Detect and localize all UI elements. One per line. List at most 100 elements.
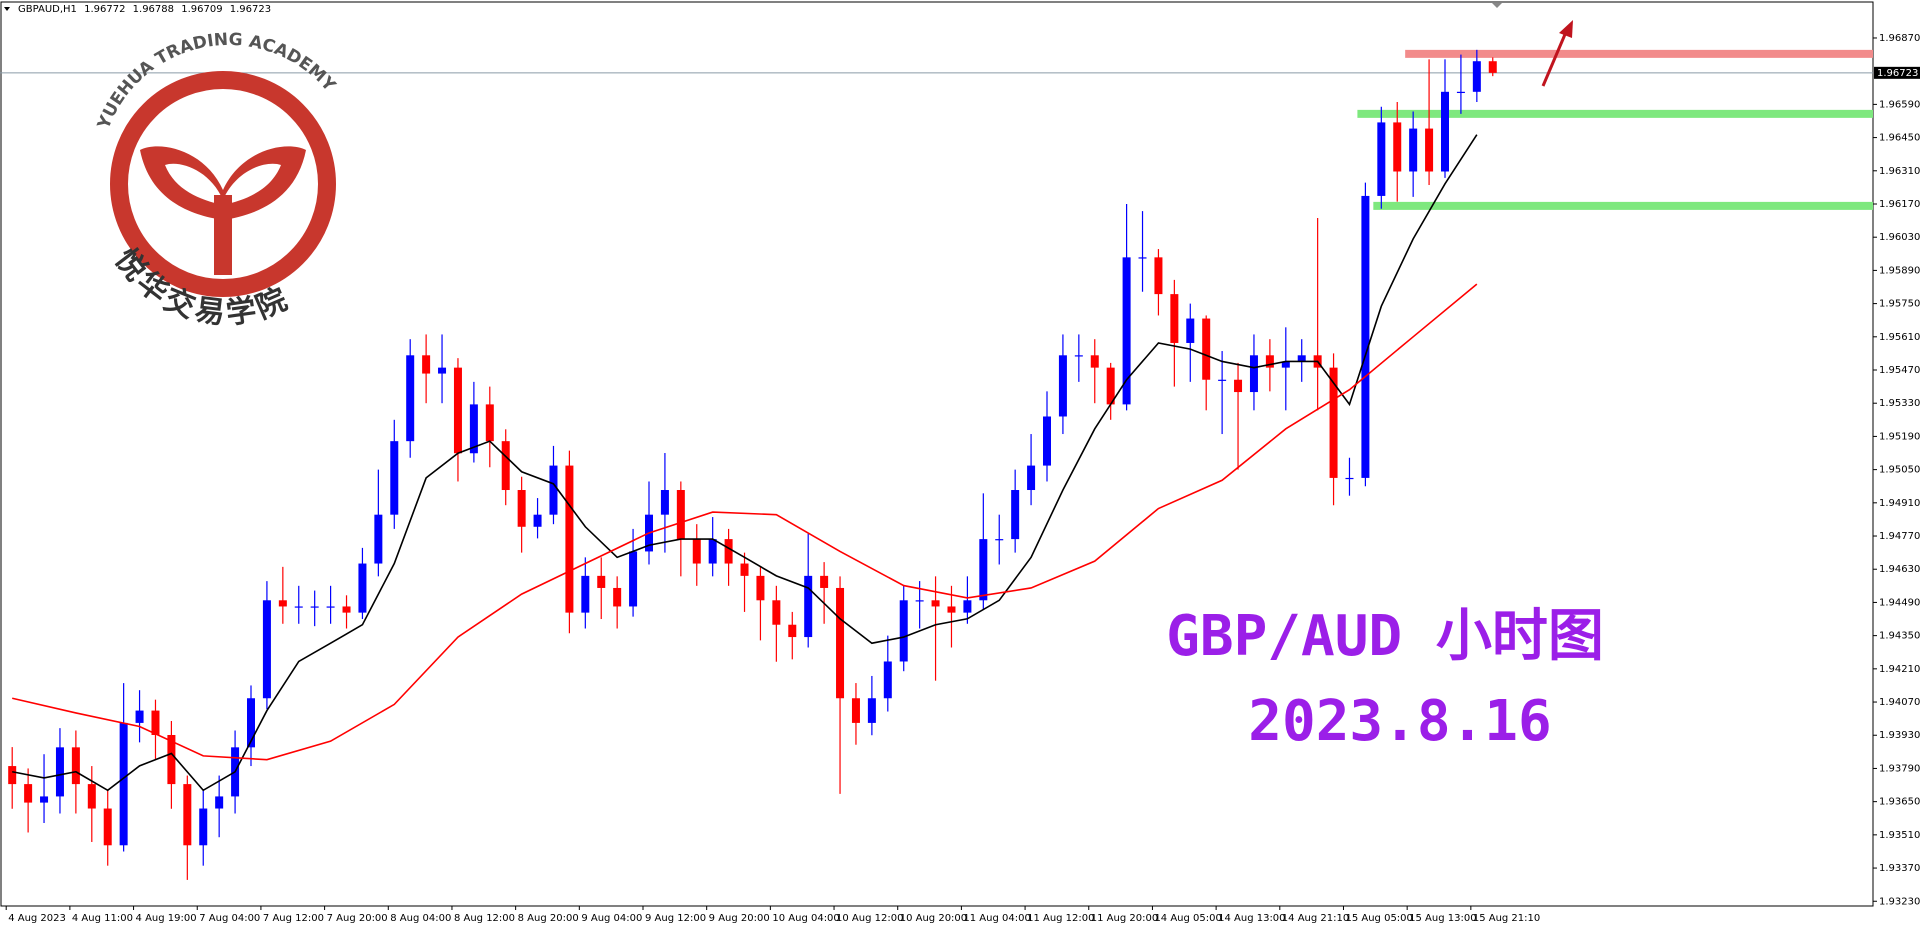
y-tick-label: 1.93650: [1879, 797, 1920, 808]
candle-body: [278, 600, 287, 607]
candle-body: [613, 587, 622, 607]
candle-body: [262, 600, 271, 699]
price-label-box: [1874, 66, 1920, 79]
y-tick-label: 1.94910: [1879, 498, 1920, 509]
level-band: [1405, 49, 1873, 58]
candle-body: [740, 563, 749, 576]
y-tick-label: 1.94350: [1879, 631, 1920, 642]
candle-body: [1345, 477, 1354, 480]
logo-ring: [110, 71, 336, 297]
x-tick-label: 10 Aug 04:00: [772, 913, 839, 924]
candle-body: [438, 367, 447, 374]
x-tick-label: 4 Aug 2023: [8, 913, 66, 924]
candle-body: [756, 575, 765, 601]
y-tick-label: 1.96870: [1879, 33, 1920, 44]
candle-body: [708, 539, 717, 564]
y-tick-label: 1.95190: [1879, 431, 1920, 442]
candle-body: [836, 587, 845, 699]
candle-body: [565, 465, 574, 613]
candle-body: [8, 766, 17, 785]
candle-body: [692, 539, 701, 564]
candle-body: [1472, 61, 1481, 92]
candle-body: [851, 698, 860, 723]
candle-body: [1074, 355, 1083, 357]
candle-body: [1488, 61, 1497, 73]
candle-body: [55, 747, 64, 797]
y-tick-label: 1.94770: [1879, 531, 1920, 542]
candle-body: [867, 698, 876, 723]
candle-body: [1106, 367, 1115, 405]
ma-line: [12, 283, 1478, 761]
x-tick-label: 8 Aug 12:00: [454, 913, 515, 924]
candle-body: [883, 661, 892, 699]
candle-body: [1058, 355, 1067, 417]
candle-body: [1090, 355, 1099, 368]
candle-body: [310, 606, 319, 608]
candle-body: [1281, 361, 1290, 368]
candle-body: [724, 539, 733, 564]
shift-marker: [1492, 3, 1502, 8]
candle-body: [1329, 367, 1338, 478]
candle-body: [915, 600, 924, 602]
candle-body: [788, 624, 797, 638]
candle-body: [1425, 128, 1434, 172]
x-tick-label: 8 Aug 20:00: [518, 913, 579, 924]
candle-body: [1154, 257, 1163, 295]
candle-body: [963, 600, 972, 613]
candle-body: [1249, 355, 1258, 393]
candle-body: [1234, 379, 1243, 393]
candle-body: [135, 710, 144, 723]
header-low: 1.96709: [181, 4, 222, 15]
x-tick-label: 14 Aug 21:10: [1282, 913, 1349, 924]
x-tick-label: 7 Aug 04:00: [199, 913, 260, 924]
candle-body: [501, 441, 510, 491]
candle-body: [103, 808, 112, 846]
candle-body: [549, 465, 558, 515]
level-band: [1373, 201, 1873, 210]
x-tick-label: 14 Aug 13:00: [1218, 913, 1285, 924]
candle-body: [676, 490, 685, 540]
candle-body: [453, 367, 462, 454]
x-tick-label: 9 Aug 04:00: [581, 913, 642, 924]
candle-body: [517, 490, 526, 527]
x-tick-label: 11 Aug 20:00: [1091, 913, 1158, 924]
y-tick-label: 1.96310: [1879, 166, 1920, 177]
y-tick-label: 1.94070: [1879, 697, 1920, 708]
plot-frame: [0, 1, 1874, 907]
candle-body: [772, 600, 781, 625]
x-tick-label: 9 Aug 20:00: [709, 913, 770, 924]
x-tick-label: 10 Aug 20:00: [900, 913, 967, 924]
candle-body: [215, 796, 224, 809]
candle-body: [597, 575, 606, 588]
candle-body: [1393, 122, 1402, 172]
candle-body: [422, 355, 431, 374]
y-tick-label: 1.96450: [1879, 133, 1920, 144]
candle-body: [71, 747, 80, 785]
header-close: 1.96723: [230, 4, 271, 15]
y-tick-label: 1.93230: [1879, 896, 1920, 907]
candle-body: [294, 606, 303, 608]
ma-line: [12, 134, 1478, 792]
candle-body: [1043, 416, 1051, 466]
candle-body: [326, 606, 335, 608]
candle-body: [660, 490, 669, 515]
y-tick-label: 1.93510: [1879, 830, 1920, 841]
y-tick-label: 1.96030: [1879, 232, 1920, 243]
candle-body: [40, 796, 49, 803]
candle-body: [199, 808, 208, 846]
y-tick-label: 1.94210: [1879, 664, 1920, 675]
y-tick-label: 1.93790: [1879, 763, 1920, 774]
candle-body: [995, 539, 1004, 541]
x-tick-label: 4 Aug 19:00: [136, 913, 197, 924]
plot: 1.96870 1.96590 1.96450 1.96310 1.96170 1.960…: [0, 33, 1920, 924]
level-band: [1357, 109, 1873, 118]
y-tick-label: 1.95050: [1879, 465, 1920, 476]
logo-mark-inner: [165, 163, 281, 205]
candle-body: [1409, 128, 1418, 172]
x-tick-label: 15 Aug 21:10: [1473, 913, 1540, 924]
menu-arrow[interactable]: [4, 7, 10, 11]
y-tick-label: 1.93370: [1879, 863, 1920, 874]
header: GBPAUD,H1 1.96772 1.96788 1.96709 1.9672…: [18, 4, 271, 15]
